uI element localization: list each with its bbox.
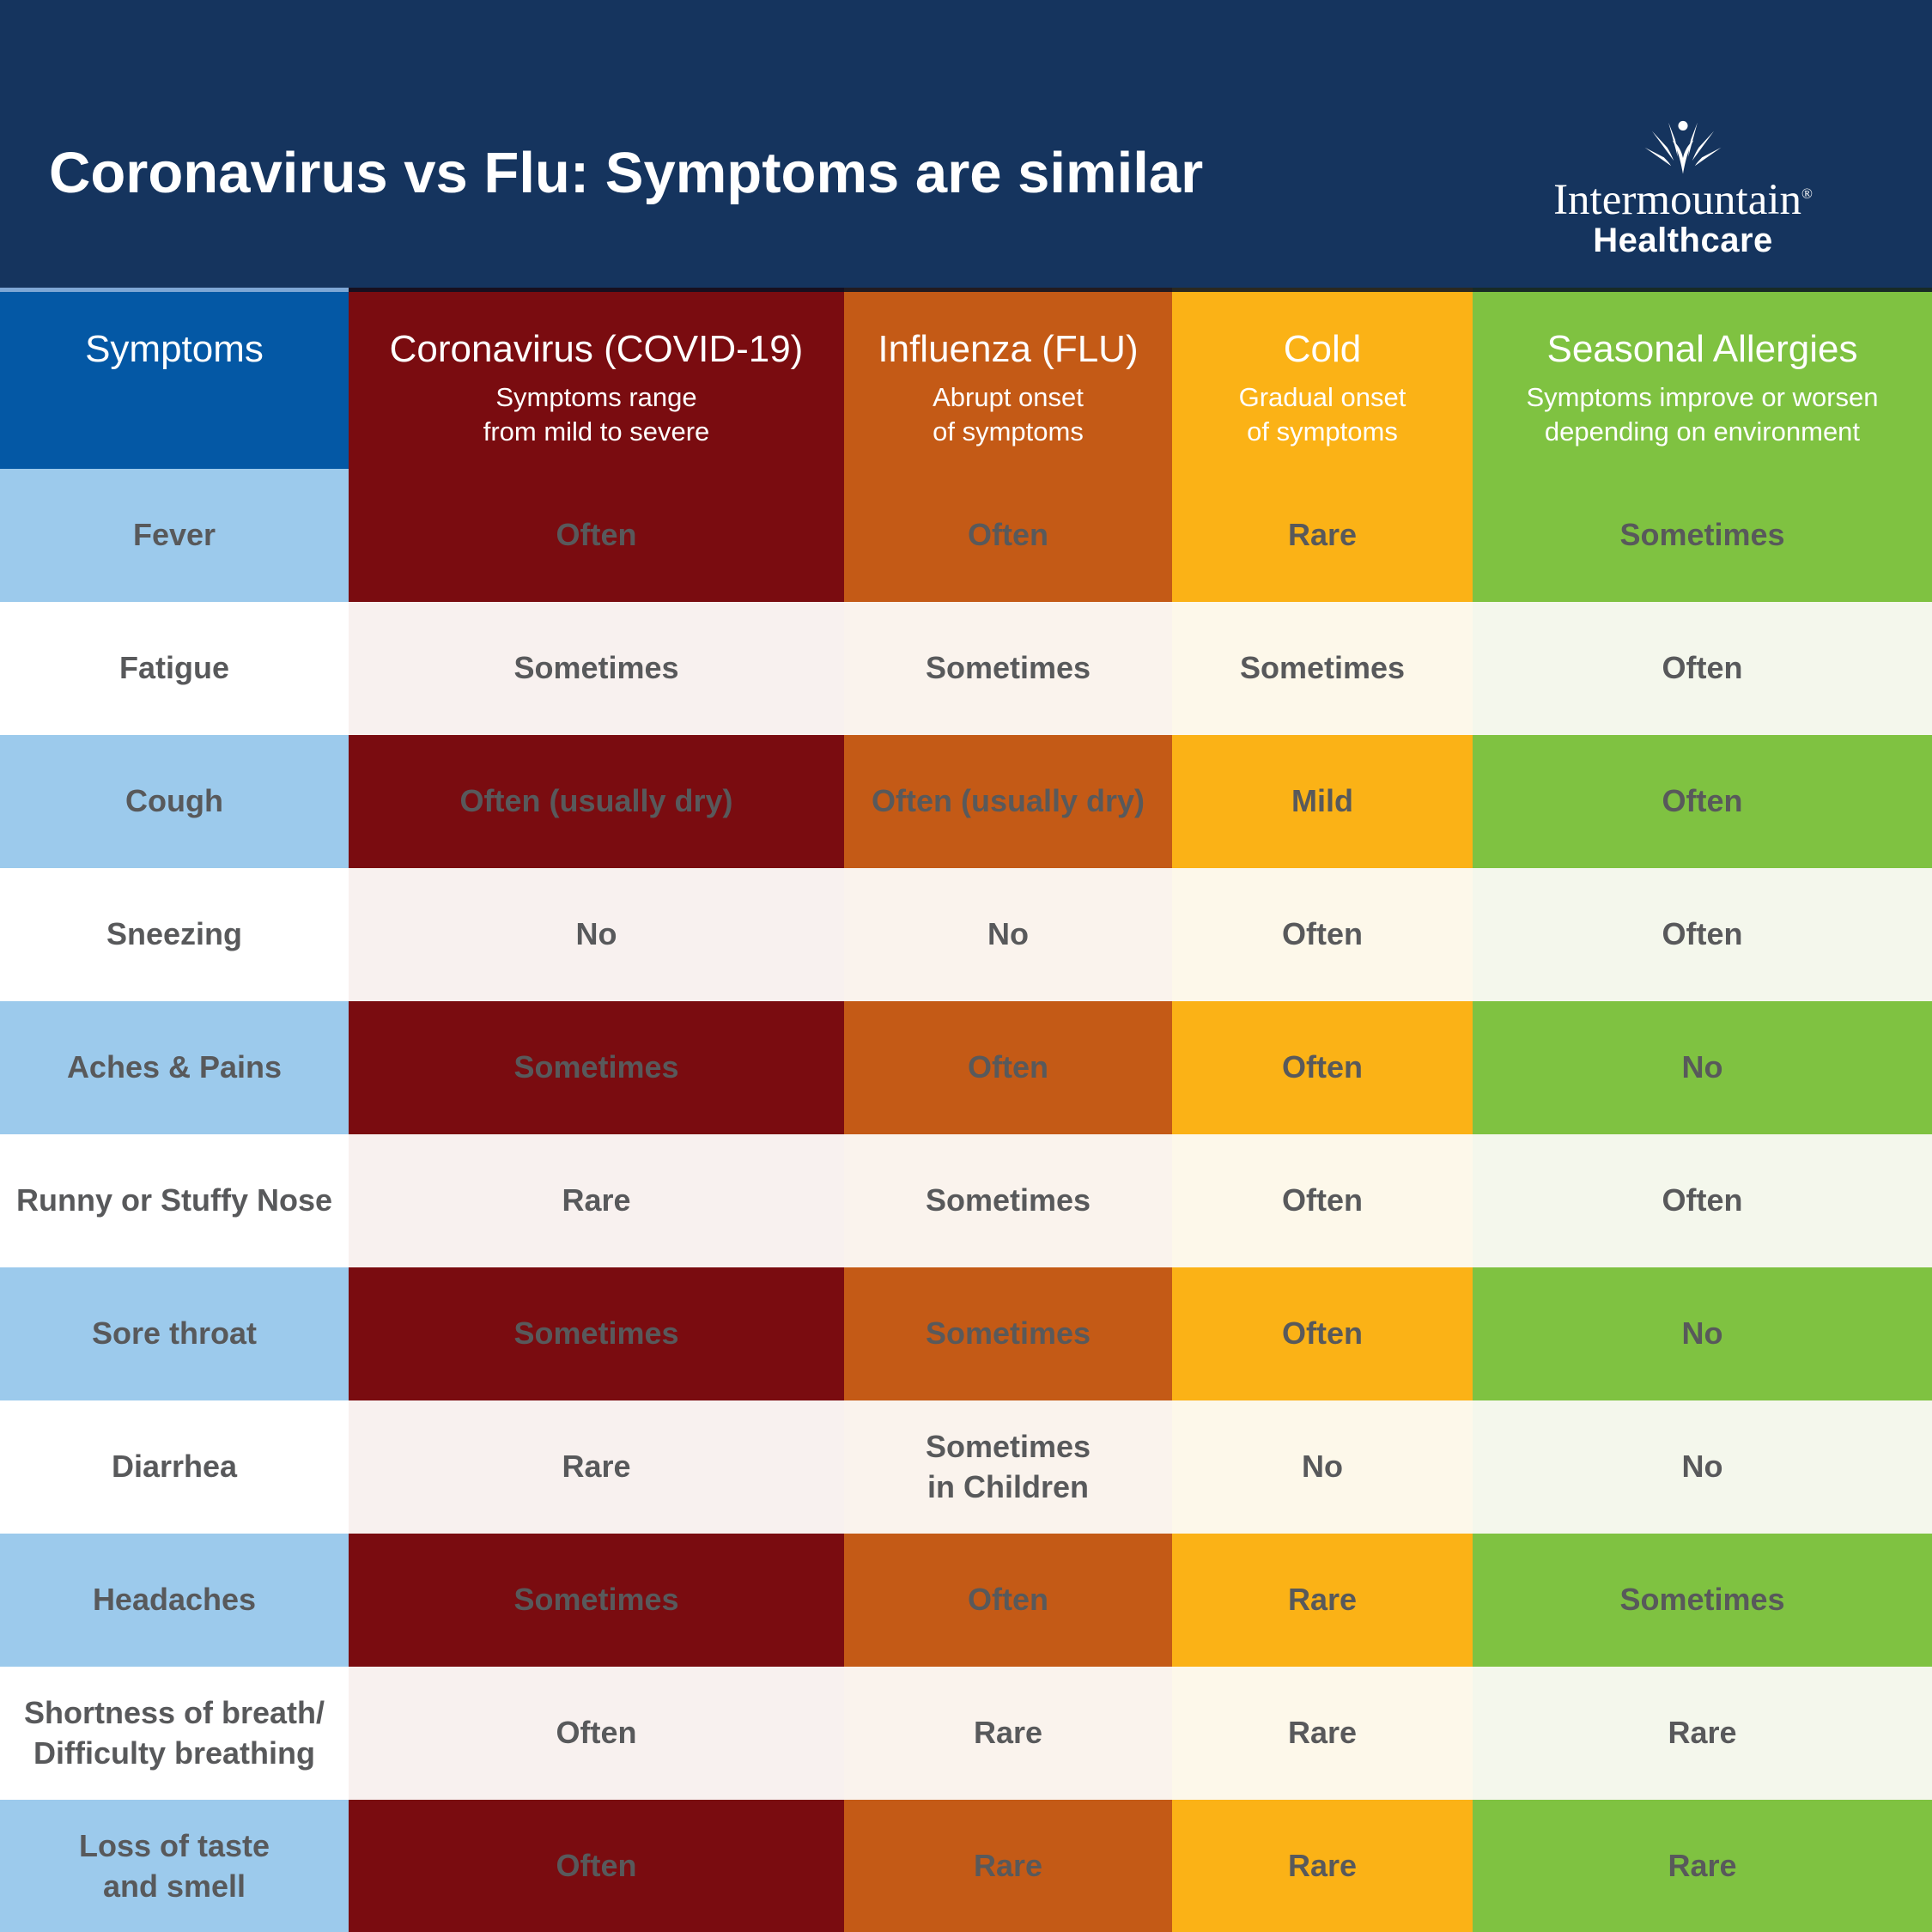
cell-fatigue-flu: Sometimes	[844, 602, 1172, 735]
cell-headaches-flu: Often	[844, 1534, 1172, 1667]
page-title: Coronavirus vs Flu: Symptoms are similar	[49, 141, 1204, 205]
cell-shortness-of-breath-difficulty-breathing-cold: Rare	[1172, 1667, 1473, 1800]
cell-shortness-of-breath-difficulty-breathing-flu: Rare	[844, 1667, 1172, 1800]
cell-sneezing-cold: Often	[1172, 868, 1473, 1001]
column-subtitle-cold: Gradual onset of symptoms	[1238, 382, 1406, 447]
cell-diarrhea-cold: No	[1172, 1400, 1473, 1534]
cell-shortness-of-breath-difficulty-breathing-covid: Often	[349, 1667, 844, 1800]
cell-sneezing-covid: No	[349, 868, 844, 1001]
cell-shortness-of-breath-difficulty-breathing-allergies: Rare	[1473, 1667, 1932, 1800]
column-header-cold: Cold Gradual onset of symptoms	[1172, 288, 1473, 469]
row-label-sore-throat: Sore throat	[0, 1267, 349, 1400]
cell-aches-pains-covid: Sometimes	[349, 1001, 844, 1134]
column-subtitle-flu: Abrupt onset of symptoms	[933, 382, 1084, 447]
cell-runny-or-stuffy-nose-covid: Rare	[349, 1134, 844, 1267]
row-label-sneezing: Sneezing	[0, 868, 349, 1001]
cell-diarrhea-covid: Rare	[349, 1400, 844, 1534]
cell-headaches-covid: Sometimes	[349, 1534, 844, 1667]
row-label-cough: Cough	[0, 735, 349, 868]
row-label-fatigue: Fatigue	[0, 602, 349, 735]
cell-runny-or-stuffy-nose-allergies: Often	[1473, 1134, 1932, 1267]
column-subtitle-covid: Symptoms range from mild to severe	[483, 382, 710, 447]
cell-loss-of-taste-and-smell-allergies: Rare	[1473, 1800, 1932, 1932]
cell-loss-of-taste-and-smell-cold: Rare	[1172, 1800, 1473, 1932]
cell-cough-cold: Mild	[1172, 735, 1473, 868]
column-header-covid: Coronavirus (COVID-19) Symptoms range fro…	[349, 288, 844, 469]
row-label-headaches: Headaches	[0, 1534, 349, 1667]
cell-fever-flu: Often	[844, 469, 1172, 602]
column-subtitle-allergies: Symptoms improve or worsen depending on …	[1526, 382, 1879, 447]
intermountain-healthcare-logo: Intermountain® Healthcare	[1546, 118, 1820, 258]
cell-aches-pains-flu: Often	[844, 1001, 1172, 1134]
cell-sore-throat-flu: Sometimes	[844, 1267, 1172, 1400]
cell-cough-flu: Often (usually dry)	[844, 735, 1172, 868]
row-label-diarrhea: Diarrhea	[0, 1400, 349, 1534]
cell-aches-pains-allergies: No	[1473, 1001, 1932, 1134]
cell-runny-or-stuffy-nose-cold: Often	[1172, 1134, 1473, 1267]
cell-fatigue-cold: Sometimes	[1172, 602, 1473, 735]
row-label-loss-of-taste-and-smell: Loss of taste and smell	[0, 1800, 349, 1932]
cell-loss-of-taste-and-smell-flu: Rare	[844, 1800, 1172, 1932]
cell-fever-allergies: Sometimes	[1473, 469, 1932, 602]
cell-fever-cold: Rare	[1172, 469, 1473, 602]
intermountain-logo-icon	[1644, 120, 1722, 174]
cell-fatigue-allergies: Often	[1473, 602, 1932, 735]
cell-fatigue-covid: Sometimes	[349, 602, 844, 735]
row-label-aches-pains: Aches & Pains	[0, 1001, 349, 1134]
cell-cough-covid: Often (usually dry)	[349, 735, 844, 868]
cell-sneezing-flu: No	[844, 868, 1172, 1001]
registered-mark: ®	[1801, 185, 1813, 202]
column-title-flu: Influenza (FLU)	[878, 328, 1139, 370]
column-header-flu: Influenza (FLU) Abrupt onset of symptoms	[844, 288, 1172, 469]
logo-division: Healthcare	[1593, 222, 1773, 259]
cell-runny-or-stuffy-nose-flu: Sometimes	[844, 1134, 1172, 1267]
cell-sore-throat-covid: Sometimes	[349, 1267, 844, 1400]
cell-loss-of-taste-and-smell-covid: Often	[349, 1800, 844, 1932]
cell-diarrhea-flu: Sometimes in Children	[844, 1400, 1172, 1534]
cell-sore-throat-allergies: No	[1473, 1267, 1932, 1400]
header-banner: Coronavirus vs Flu: Symptoms are similar…	[0, 0, 1932, 288]
column-title-covid: Coronavirus (COVID-19)	[389, 328, 804, 370]
column-title-allergies: Seasonal Allergies	[1546, 328, 1858, 370]
cell-sneezing-allergies: Often	[1473, 868, 1932, 1001]
cell-diarrhea-allergies: No	[1473, 1400, 1932, 1534]
column-header-allergies: Seasonal Allergies Symptoms improve or wo…	[1473, 288, 1932, 469]
column-title-symptoms: Symptoms	[85, 328, 264, 370]
cell-sore-throat-cold: Often	[1172, 1267, 1473, 1400]
row-label-shortness-of-breath-difficulty-breathing: Shortness of breath/ Difficulty breathin…	[0, 1667, 349, 1800]
cell-headaches-cold: Rare	[1172, 1534, 1473, 1667]
cell-headaches-allergies: Sometimes	[1473, 1534, 1932, 1667]
symptoms-comparison-table: Symptoms Coronavirus (COVID-19) Symptoms r…	[0, 288, 1932, 1932]
column-title-cold: Cold	[1283, 328, 1362, 370]
cell-cough-allergies: Often	[1473, 735, 1932, 868]
cell-fever-covid: Often	[349, 469, 844, 602]
row-label-fever: Fever	[0, 469, 349, 602]
logo-wordmark: Intermountain®	[1553, 176, 1813, 224]
cell-aches-pains-cold: Often	[1172, 1001, 1473, 1134]
column-header-symptoms: Symptoms	[0, 288, 349, 469]
row-label-runny-or-stuffy-nose: Runny or Stuffy Nose	[0, 1134, 349, 1267]
